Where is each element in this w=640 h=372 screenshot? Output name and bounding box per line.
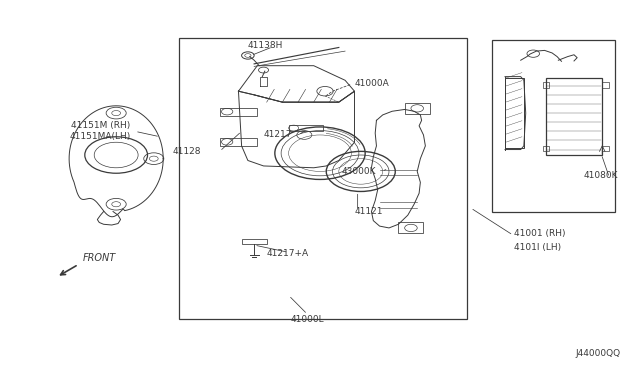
Text: 41128: 41128 [172, 147, 201, 156]
Bar [602, 146, 609, 151]
Text: 41121: 41121 [355, 207, 383, 216]
Bar [543, 82, 549, 87]
Bar [546, 78, 602, 155]
Bar [179, 38, 467, 319]
Text: 41138H: 41138H [248, 41, 284, 50]
Text: 4101I (LH): 4101I (LH) [515, 244, 561, 253]
Bar [543, 146, 549, 151]
Text: 41151M (RH): 41151M (RH) [71, 121, 130, 130]
Bar [602, 82, 609, 87]
Text: 41000A: 41000A [355, 80, 389, 89]
Bar [242, 239, 267, 244]
Text: FRONT: FRONT [83, 253, 116, 263]
Text: J44000QQ: J44000QQ [576, 349, 621, 358]
Bar [289, 125, 323, 131]
Bar [220, 138, 257, 146]
Text: 43000K: 43000K [342, 167, 376, 176]
Bar [404, 103, 430, 114]
Text: 41217+A: 41217+A [267, 249, 309, 258]
Bar [220, 108, 257, 116]
Text: 41217: 41217 [263, 131, 292, 140]
Bar [398, 222, 424, 233]
Bar [493, 40, 615, 212]
Text: 41001 (RH): 41001 (RH) [515, 229, 566, 238]
Text: 41151MA(LH): 41151MA(LH) [70, 132, 131, 141]
Bar [505, 78, 524, 148]
Text: 41000L: 41000L [291, 315, 324, 324]
Text: 41080K: 41080K [584, 171, 618, 180]
